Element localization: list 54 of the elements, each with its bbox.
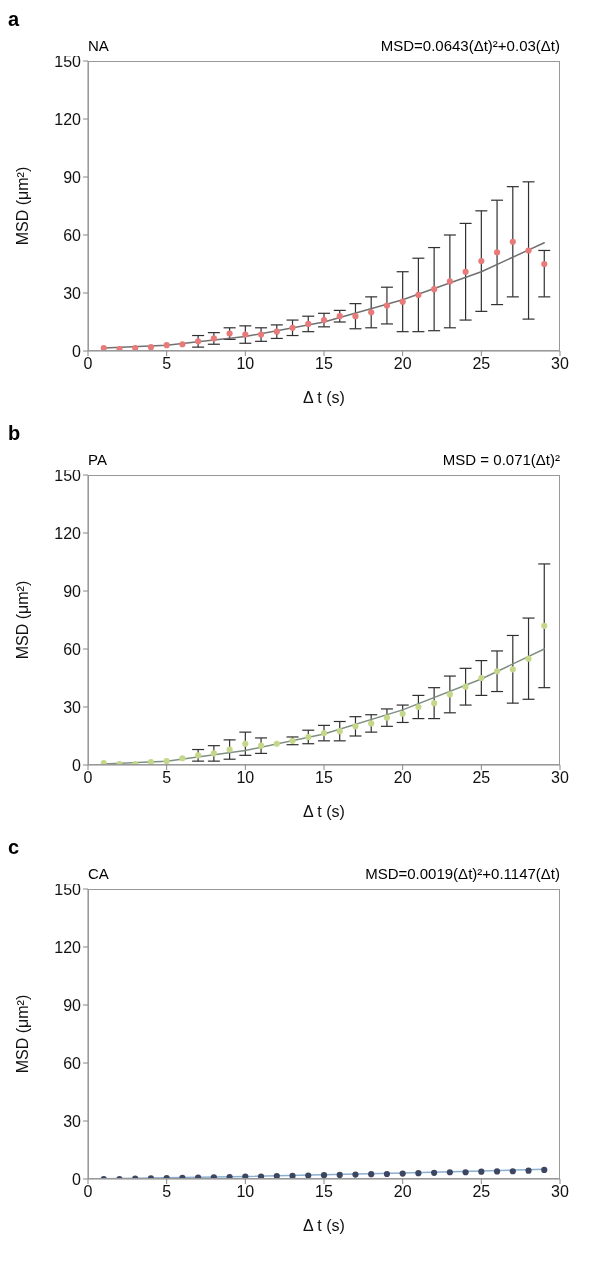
text: MSD=0.0019(Δt)²+0.1147(Δt) (365, 865, 560, 882)
chart-title: b (8, 422, 22, 444)
y-tick-label: 60 (63, 226, 82, 244)
x-tick-label: 30 (551, 355, 569, 373)
y-axis-title: MSD (μm²) (13, 994, 31, 1074)
text: MSD=0.0643(Δt)²+0.03(Δt) (380, 37, 560, 54)
y-tick-label: 60 (63, 640, 82, 658)
y-tick-label: 150 (54, 52, 82, 70)
x-tick-label: 0 (83, 769, 93, 787)
y-tick-label: 30 (63, 698, 82, 716)
x-tick-label: 20 (393, 355, 412, 373)
x-tick-label: 15 (315, 1183, 333, 1201)
y-tick-label: 150 (54, 466, 82, 484)
x-tick-label: 25 (472, 1183, 491, 1201)
y-tick-label: 90 (63, 168, 82, 186)
y-axis-title: MSD (μm²) (13, 580, 31, 660)
text: MSD = 0.071(Δt)² (442, 451, 560, 468)
y-tick-label: 60 (63, 1054, 82, 1072)
x-tick-label: 10 (236, 355, 255, 373)
x-axis-title: Δ t (s) (303, 389, 345, 406)
y-tick-label: 90 (63, 582, 82, 600)
y-tick-label: 150 (54, 880, 82, 898)
y-tick-label: 120 (54, 110, 82, 128)
x-tick-label: 5 (162, 1183, 172, 1201)
x-tick-label: 20 (393, 1183, 412, 1201)
y-tick-label: 0 (72, 1170, 82, 1188)
y-tick-label: 0 (72, 342, 82, 360)
y-tick-label: 30 (63, 284, 82, 302)
y-tick-label: 30 (63, 1112, 82, 1130)
x-tick-label: 25 (472, 355, 491, 373)
chart-subtitle: PA (88, 451, 107, 468)
x-tick-label: 5 (162, 355, 172, 373)
x-tick-label: 0 (83, 1183, 93, 1201)
x-tick-label: 20 (393, 769, 412, 787)
x-tick-label: 25 (472, 769, 491, 787)
x-tick-label: 5 (162, 769, 172, 787)
x-tick-label: 15 (315, 355, 333, 373)
chart-title: c (8, 836, 21, 858)
x-tick-label: 0 (83, 355, 93, 373)
chart-subtitle: CA (88, 865, 109, 882)
chart-title: a (8, 8, 21, 30)
x-axis-title: Δ t (s) (303, 803, 345, 820)
x-tick-label: 30 (551, 1183, 569, 1201)
y-tick-label: 0 (72, 756, 82, 774)
y-tick-label: 120 (54, 524, 82, 542)
y-tick-label: 90 (63, 996, 82, 1014)
x-tick-label: 30 (551, 769, 569, 787)
x-tick-label: 10 (236, 1183, 255, 1201)
x-axis-title: Δ t (s) (303, 1217, 345, 1234)
y-tick-label: 120 (54, 938, 82, 956)
chart-subtitle: NA (88, 37, 109, 54)
x-tick-label: 15 (315, 769, 333, 787)
x-tick-label: 10 (236, 769, 255, 787)
y-axis-title: MSD (μm²) (13, 166, 31, 246)
